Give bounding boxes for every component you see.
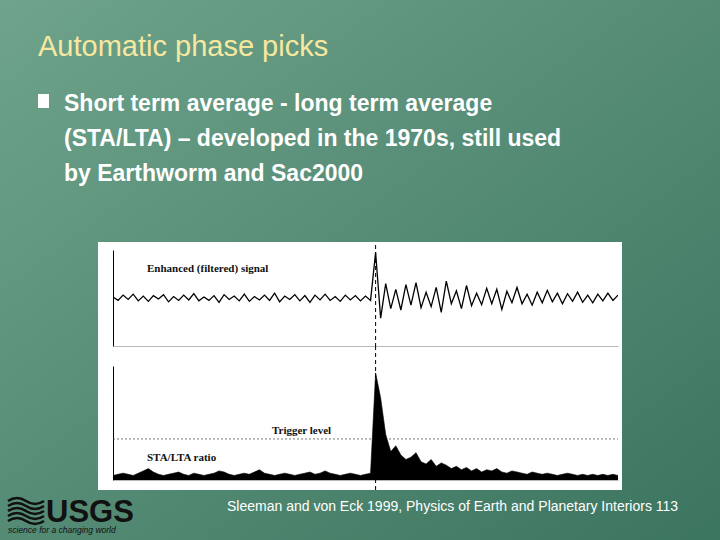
x-axis — [114, 346, 619, 347]
x-axis-line — [114, 346, 619, 347]
y-axis — [113, 367, 114, 481]
panel: Enhanced (filtered) signal — [113, 245, 619, 347]
logo-name: USGS — [46, 494, 134, 529]
figure-background — [98, 242, 622, 490]
annotation-text: Trigger level — [272, 424, 331, 436]
x-axis — [114, 480, 619, 481]
panel-title: Enhanced (filtered) signal — [147, 262, 268, 275]
bullet-text: (STA/LTA) – developed in the 1970s, stil… — [64, 125, 561, 151]
pick-line — [375, 346, 376, 490]
usgs-logo: USGSscience for a changing world — [8, 494, 134, 535]
pick-line — [375, 245, 376, 346]
trigger-level-line — [113, 438, 618, 439]
panel: STA/LTA ratio Trigger level — [113, 346, 619, 490]
plot-area — [113, 252, 618, 318]
panel-title: STA/LTA ratio — [147, 451, 217, 463]
citation: Sleeman and von Eck 1999, Physics of Ear… — [227, 498, 678, 514]
slide: Automatic phase picks Short term average … — [0, 0, 720, 540]
ratio-area — [113, 373, 618, 480]
logo-tagline: science for a changing world — [8, 525, 116, 535]
signal-line — [113, 252, 618, 318]
bullet-marker — [38, 94, 49, 108]
y-axis-line — [113, 251, 114, 347]
slide-title: Automatic phase picks — [38, 30, 328, 62]
y-axis-line — [113, 367, 114, 481]
background — [0, 0, 720, 540]
plot-area — [113, 373, 618, 480]
x-axis-line — [114, 480, 619, 481]
logo-wave — [8, 518, 44, 524]
y-axis — [113, 251, 114, 347]
bullet-text: Short term average - long term average — [64, 90, 492, 116]
bullet-text: by Earthworm and Sac2000 — [64, 160, 363, 186]
